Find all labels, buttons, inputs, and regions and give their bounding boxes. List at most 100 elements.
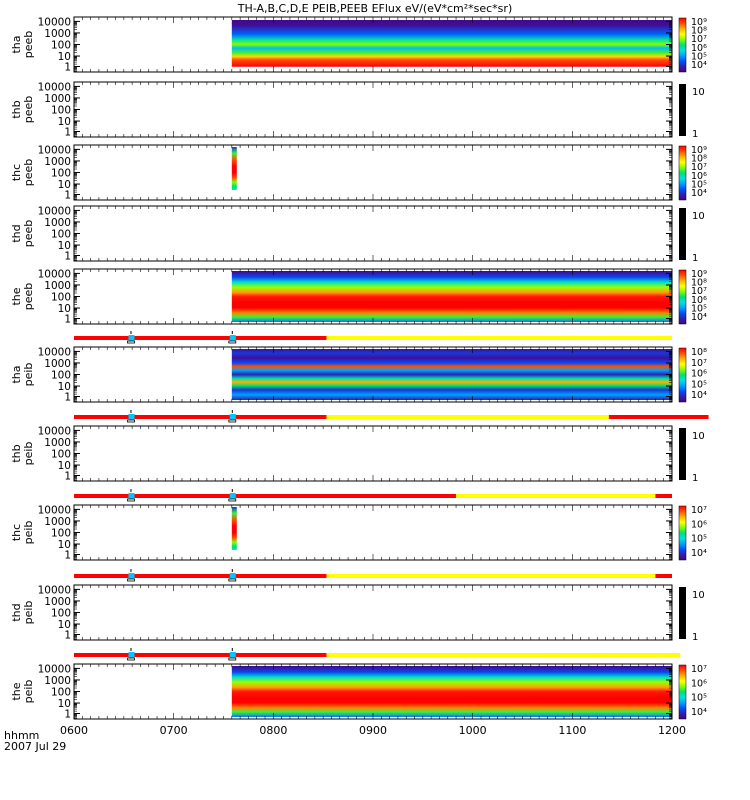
panel-frame (73, 144, 673, 201)
mode-marker-box (228, 498, 237, 502)
y-tick-label: 1000 (44, 596, 71, 608)
colorbar-label: 10⁵ (691, 693, 707, 704)
x-tick-label: 1200 (658, 724, 686, 737)
colorbar (678, 145, 687, 201)
y-tick-label: 10 (58, 539, 71, 551)
x-tick-label: 1000 (459, 724, 487, 737)
panel-probe-label: thc (10, 524, 23, 541)
colorbar (678, 17, 687, 73)
colorbar (679, 84, 686, 136)
colorbar (678, 664, 687, 720)
y-tick-label: 100 (51, 370, 71, 382)
panel-product-label: peeb (22, 96, 35, 124)
time-axis-label: hhmm (4, 729, 39, 742)
colorbar-label: 1 (692, 253, 698, 264)
colorbar-label: 10 (692, 431, 705, 442)
mode-segment-yellow (326, 415, 609, 419)
mode-bar (74, 410, 709, 423)
y-tick-label: 1000 (44, 358, 71, 370)
mode-marker-box (228, 578, 237, 582)
colorbar-label: 10⁵ (691, 379, 707, 390)
spectrogram-data (231, 147, 237, 190)
mode-marker-box (228, 419, 237, 423)
y-tick-label: 10000 (38, 16, 71, 28)
mode-segment-yellow (326, 574, 656, 578)
mode-marker (128, 414, 135, 420)
mode-marker-box (228, 340, 237, 344)
spectrogram-data (231, 507, 237, 550)
mode-bar (74, 569, 672, 582)
mode-segment-yellow (456, 494, 656, 498)
spectrogram-data (231, 271, 673, 322)
figure-title: TH-A,B,C,D,E PEIB,PEEB EFlux eV/(eV*cm²*… (237, 2, 512, 15)
mode-segment-red (74, 415, 327, 419)
mode-segment-yellow (326, 653, 681, 657)
y-tick-label: 1000 (44, 516, 71, 528)
colorbar-label: 10⁴ (691, 390, 707, 401)
y-tick-label: 10000 (38, 268, 71, 280)
y-tick-label: 10000 (38, 504, 71, 516)
y-tick-label: 10 (58, 240, 71, 252)
colorbar-label: 10⁴ (691, 548, 707, 559)
colorbar-label: 10⁶ (691, 519, 707, 530)
y-tick-label: 1000 (44, 437, 71, 449)
panel-frame (73, 205, 673, 262)
panel-frame (73, 504, 673, 561)
y-tick-label: 10 (58, 303, 71, 315)
panel-probe-label: thc (10, 164, 23, 181)
mode-marker (128, 652, 135, 658)
y-tick-label: 1 (64, 190, 71, 202)
colorbar (679, 208, 686, 260)
mode-marker (128, 573, 135, 579)
date-label: 2007 Jul 29 (4, 740, 66, 753)
colorbar-label: 10⁶ (691, 43, 707, 54)
y-tick-label: 10 (58, 179, 71, 191)
x-tick-label: 0600 (60, 724, 88, 737)
colorbar (678, 347, 687, 403)
mode-segment-red (74, 653, 327, 657)
colorbar-label: 10⁹ (691, 145, 707, 156)
panel-frame (73, 81, 673, 138)
y-tick-label: 10 (58, 698, 71, 710)
colorbar-label: 1 (692, 129, 698, 140)
colorbar-label: 10⁴ (691, 60, 707, 71)
y-tick-label: 10000 (38, 144, 71, 156)
panel-probe-label: thb (10, 444, 23, 462)
y-tick-label: 100 (51, 168, 71, 180)
x-tick-label: 0700 (160, 724, 188, 737)
colorbar-label: 10⁷ (691, 162, 707, 173)
y-tick-label: 100 (51, 229, 71, 241)
y-tick-label: 10000 (38, 663, 71, 675)
colorbar-label: 10⁷ (691, 358, 707, 369)
colorbar-label: 10⁵ (691, 51, 707, 62)
y-tick-label: 1 (64, 251, 71, 263)
colorbar-label: 10⁴ (691, 312, 707, 323)
colorbar-label: 10⁶ (691, 369, 707, 380)
mode-bar (74, 648, 681, 661)
x-tick-label: 1100 (558, 724, 586, 737)
y-tick-label: 1 (64, 471, 71, 483)
panel-frame (73, 584, 673, 641)
y-tick-label: 100 (51, 449, 71, 461)
colorbar-label: 10⁶ (691, 171, 707, 182)
colorbar-label: 10⁷ (691, 505, 707, 516)
mode-segment-red (608, 415, 709, 419)
y-tick-label: 1000 (44, 28, 71, 40)
colorbar-label: 1 (692, 632, 698, 643)
y-tick-label: 10 (58, 460, 71, 472)
colorbar-label: 10⁹ (691, 17, 707, 28)
panel-probe-label: thd (10, 603, 23, 621)
colorbar-label: 10⁸ (691, 154, 707, 165)
y-tick-label: 100 (51, 292, 71, 304)
y-tick-label: 100 (51, 105, 71, 117)
mode-marker-box (127, 340, 135, 344)
panel-product-label: peib (22, 680, 35, 704)
colorbar (678, 269, 687, 325)
mode-marker-box (127, 419, 135, 423)
y-tick-label: 1 (64, 630, 71, 642)
